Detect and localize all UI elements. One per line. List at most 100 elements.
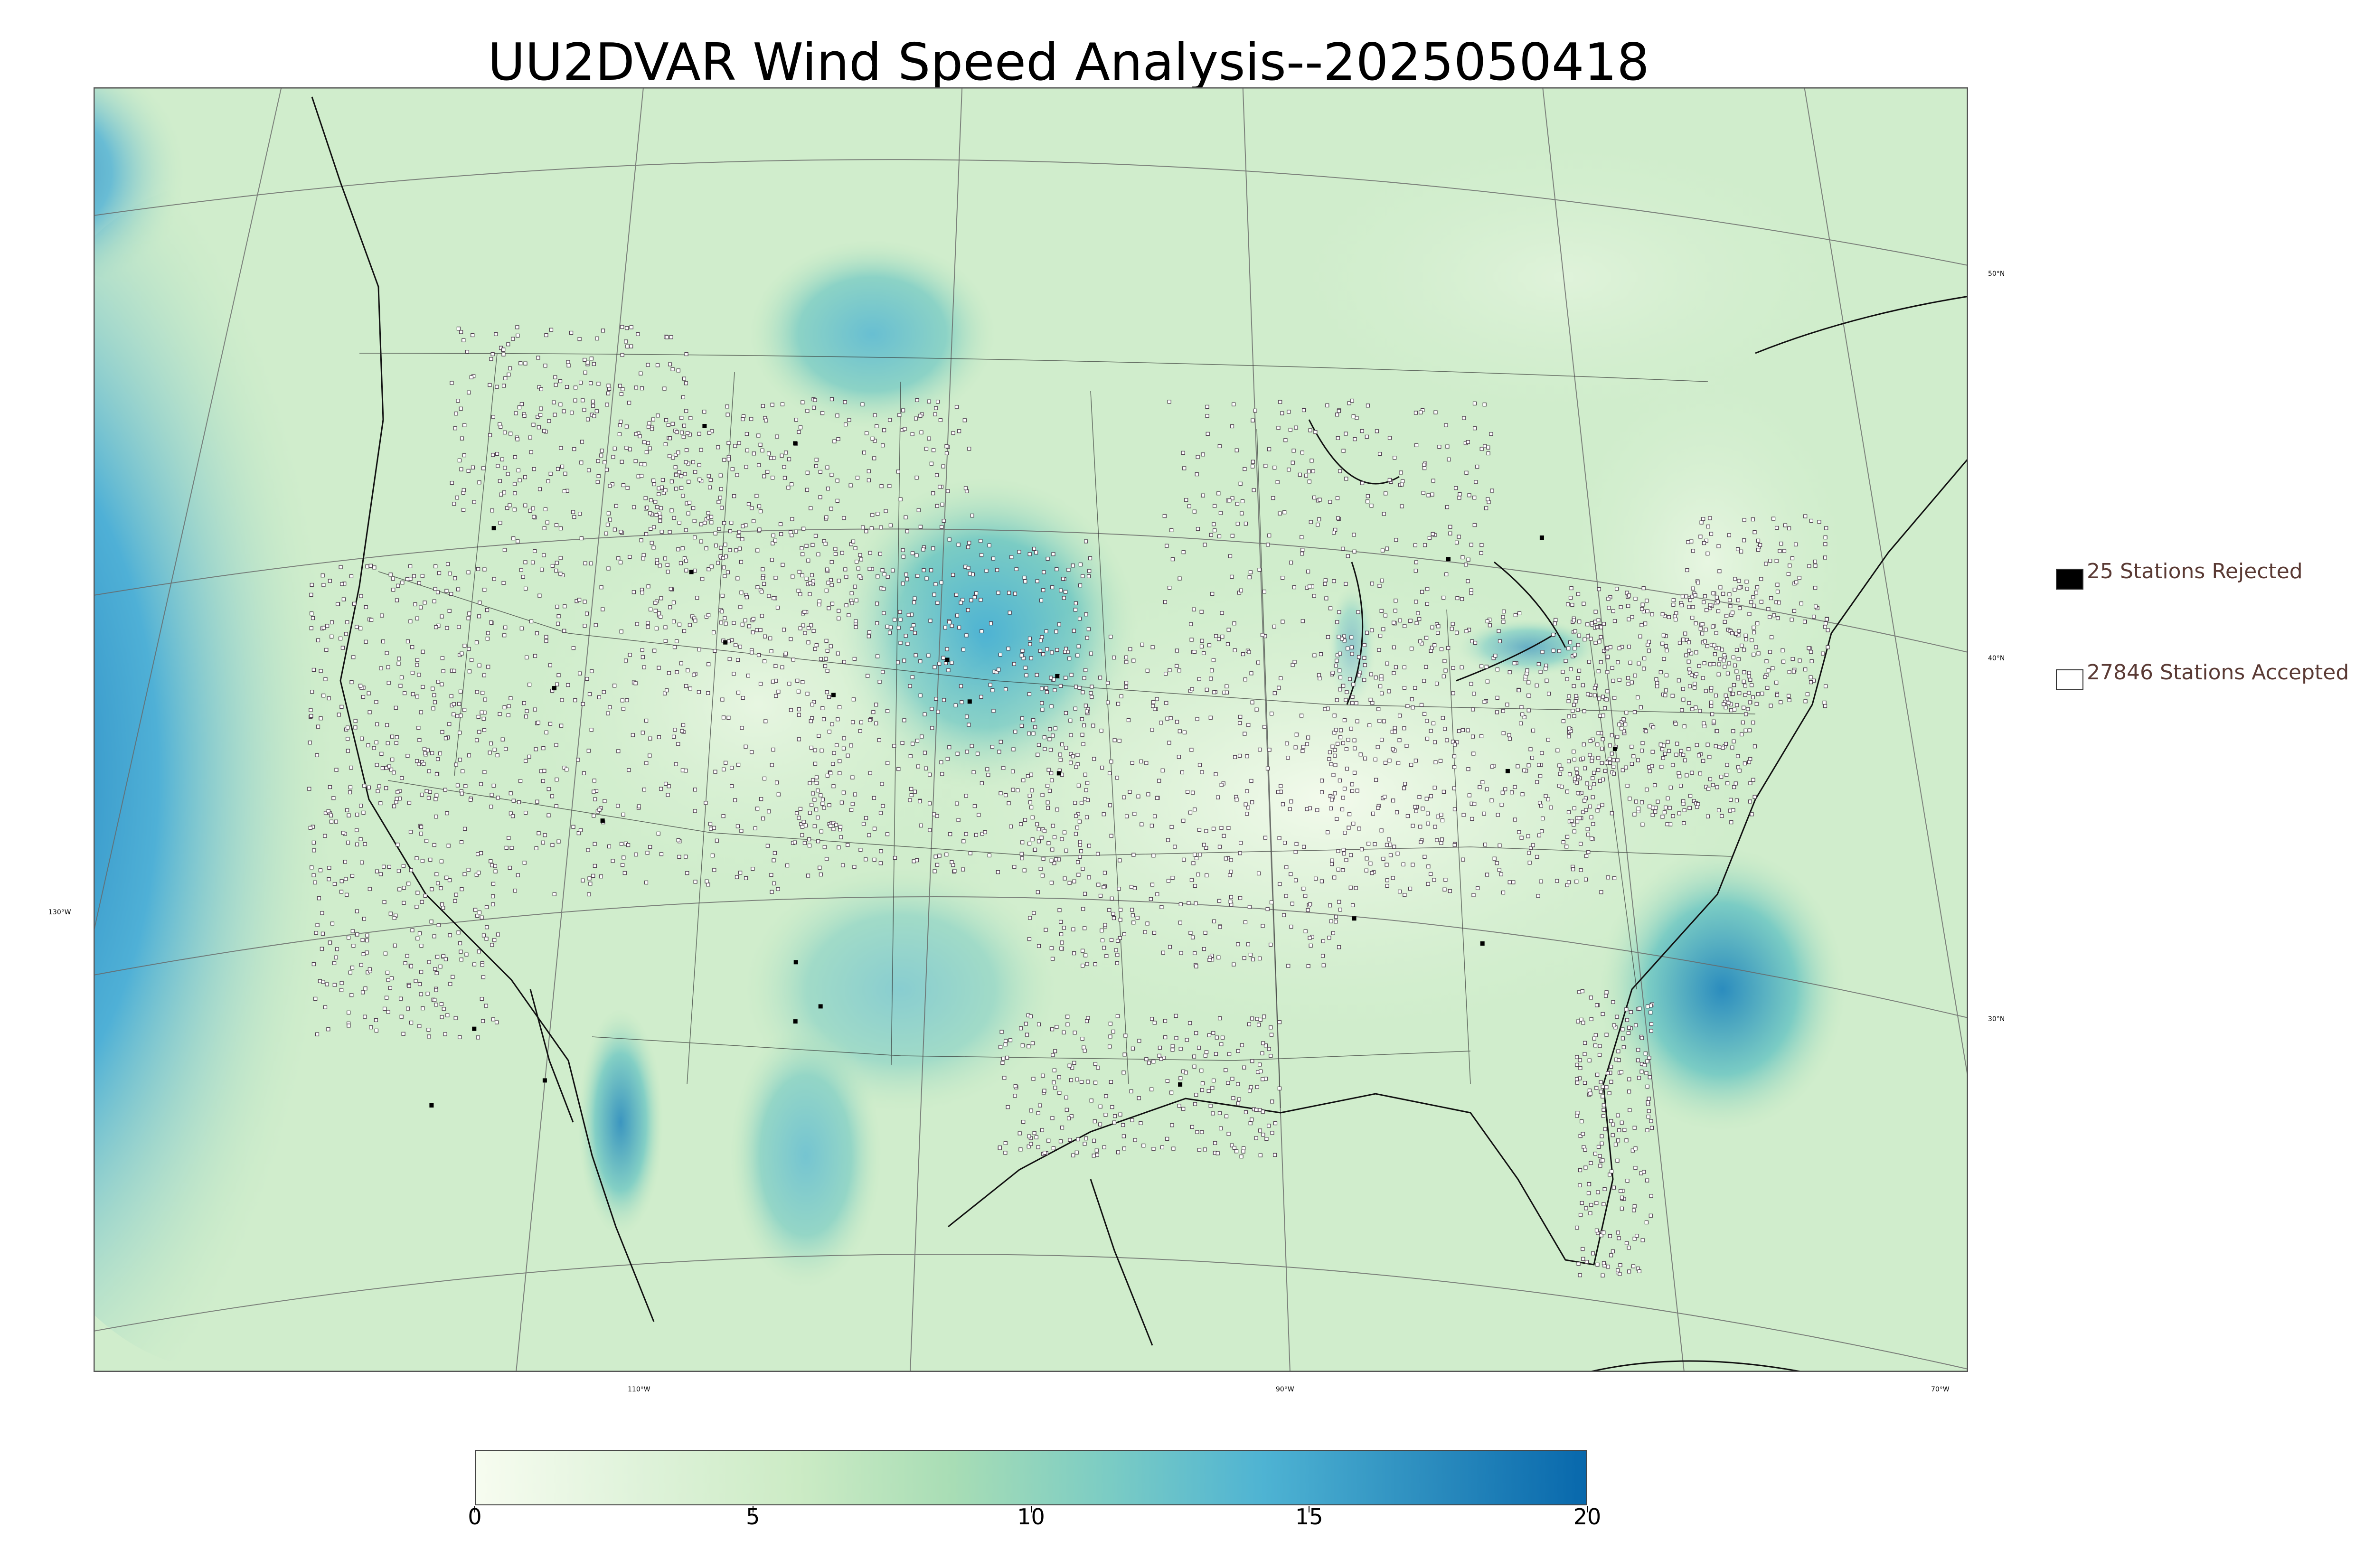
station-accepted [381,864,386,869]
station-accepted [954,592,959,597]
station-accepted [1238,851,1242,855]
station-accepted [1203,1147,1207,1152]
station-accepted [1196,872,1200,877]
station-accepted [733,798,737,802]
station-accepted [1152,930,1157,935]
station-accepted [1326,635,1330,639]
station-accepted [802,841,807,845]
station-accepted [1055,807,1059,812]
station-accepted [1104,1094,1108,1099]
station-accepted [924,766,928,770]
station-accepted [417,982,422,986]
station-accepted [1165,1136,1169,1141]
station-accepted [1525,668,1529,673]
station-accepted [732,672,736,676]
station-accepted [1151,1147,1156,1151]
station-accepted [739,590,744,595]
station-accepted [1663,693,1667,697]
station-rejected [967,699,972,704]
station-accepted [1685,638,1689,642]
station-accepted [813,748,817,752]
station-accepted [1403,781,1407,786]
station-accepted [927,399,931,404]
station-accepted [1455,740,1459,744]
station-accepted [770,558,774,562]
station-accepted [720,593,725,598]
station-accepted [810,573,814,577]
station-accepted [1701,676,1705,680]
station-accepted [1579,868,1583,872]
station-accepted [1011,747,1016,751]
station-accepted [515,325,519,329]
station-accepted [1577,816,1582,820]
station-accepted [1387,837,1391,842]
station-accepted [866,674,870,678]
station-accepted [1711,591,1715,595]
station-accepted [857,574,862,579]
station-accepted [1331,773,1336,777]
station-accepted [1413,759,1418,763]
station-markers [307,325,1830,1277]
station-accepted [448,982,452,986]
station-accepted [1512,661,1517,666]
station-accepted [996,591,1000,595]
station-accepted [653,609,658,613]
station-accepted [1199,644,1204,648]
station-accepted [1734,631,1738,636]
station-accepted [814,775,819,779]
station-accepted [1165,1079,1169,1083]
station-accepted [320,947,324,951]
station-accepted [1577,633,1581,638]
station-accepted [1592,693,1597,697]
station-accepted [1090,685,1094,689]
station-accepted [1160,768,1165,773]
station-accepted [967,447,971,451]
station-accepted [1441,595,1446,600]
station-accepted [779,532,783,536]
station-accepted [1124,685,1128,689]
station-accepted [1787,694,1791,698]
station-accepted [1603,769,1607,773]
station-accepted [1170,875,1175,880]
station-accepted [1337,900,1341,904]
station-accepted [1429,794,1433,798]
station-accepted [415,936,420,941]
station-accepted [794,417,798,422]
station-accepted [751,866,755,871]
station-accepted [760,448,764,453]
station-accepted [605,403,609,407]
station-accepted [1207,643,1212,648]
station-accepted [367,785,371,790]
station-accepted [459,714,463,718]
station-accepted [1752,795,1757,799]
station-accepted [611,455,615,459]
station-accepted [1365,630,1369,635]
station-accepted [1368,697,1373,702]
station-accepted [1353,746,1357,751]
station-accepted [449,592,453,596]
accepted-label: 27846 Stations Accepted [2087,660,2349,685]
station-accepted [1584,854,1589,858]
station-accepted [1809,659,1814,664]
station-accepted [1062,1030,1066,1034]
station-accepted [536,721,540,725]
station-accepted [1067,881,1072,885]
station-accepted [1130,913,1135,918]
station-accepted [960,700,964,704]
station-accepted [736,657,740,662]
station-accepted [1621,1045,1626,1049]
station-accepted [1217,444,1222,449]
station-accepted [1575,1062,1579,1067]
station-accepted [1549,805,1553,810]
station-accepted [386,1010,390,1014]
station-accepted [494,1020,499,1024]
station-accepted [363,1014,367,1019]
station-accepted [1578,1066,1583,1070]
station-accepted [1003,793,1008,798]
station-accepted [757,527,762,532]
station-accepted [423,601,427,605]
station-accepted [555,604,559,609]
station-accepted [929,461,934,466]
station-accepted [1394,665,1398,669]
station-accepted [810,702,814,707]
